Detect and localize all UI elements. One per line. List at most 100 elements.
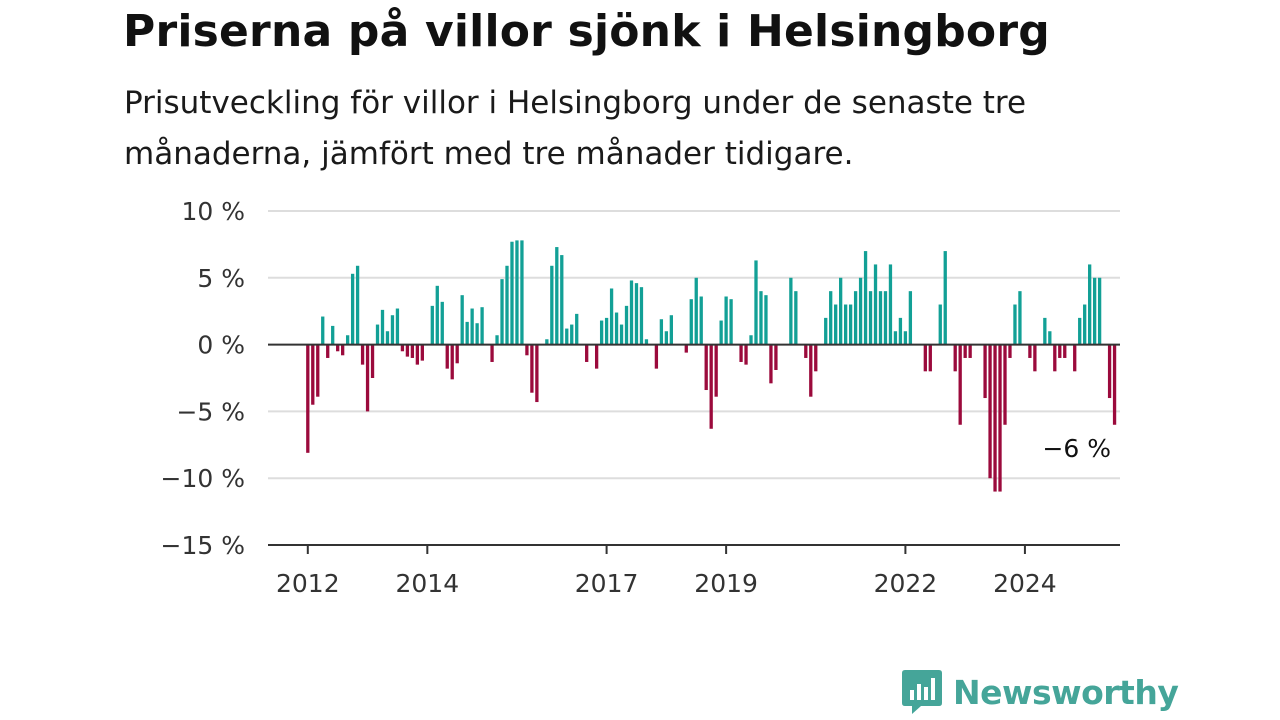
axes <box>268 343 1120 554</box>
chart-subtitle: Prisutveckling för villor i Helsingborg … <box>124 85 1027 172</box>
bar <box>863 251 868 345</box>
bar-chart-speech-bubble-icon <box>902 670 942 714</box>
bar <box>465 321 469 345</box>
x-tick-label: 2024 <box>993 569 1057 598</box>
bar <box>500 279 504 345</box>
bar <box>345 335 350 345</box>
bar <box>545 339 549 345</box>
bar <box>395 308 400 345</box>
bar <box>565 328 569 345</box>
bar <box>336 344 340 352</box>
bar <box>430 305 434 345</box>
bar <box>938 304 942 345</box>
bar <box>634 283 639 345</box>
bar <box>505 265 509 345</box>
bar <box>903 331 908 345</box>
bar <box>774 344 778 370</box>
bar <box>1107 344 1112 399</box>
x-axis-tick-labels: 2012 2014 2017 2019 2022 2024 <box>276 569 1057 598</box>
bar <box>355 265 360 345</box>
bar <box>1063 344 1067 358</box>
bar <box>789 277 793 345</box>
bar <box>525 344 529 356</box>
bar <box>983 344 987 399</box>
bar <box>1073 344 1077 372</box>
bar <box>445 344 449 369</box>
grid-lines <box>268 210 1120 480</box>
y-tick-label: −15 % <box>161 531 245 560</box>
bar <box>809 344 813 397</box>
bar <box>360 344 365 365</box>
bar <box>1003 344 1007 425</box>
bar <box>350 273 355 345</box>
bar <box>754 260 758 345</box>
bar <box>1078 317 1082 345</box>
newsworthy-logo: Newsworthy <box>901 668 1179 716</box>
x-tick-label: 2017 <box>575 569 639 598</box>
bar <box>664 331 669 345</box>
bar <box>704 344 708 391</box>
bar <box>1043 317 1047 345</box>
bar <box>594 344 599 369</box>
bar <box>729 299 733 345</box>
bar <box>321 316 325 345</box>
bar <box>759 291 763 345</box>
bar <box>609 288 614 345</box>
bar <box>435 285 439 345</box>
bar <box>604 317 609 345</box>
bar <box>709 344 713 429</box>
annotation-label: −6 % <box>1042 434 1111 463</box>
bar <box>629 280 634 345</box>
bar <box>311 344 315 405</box>
bar <box>490 344 494 362</box>
bar <box>365 344 370 412</box>
bar <box>520 240 524 345</box>
bar <box>1013 304 1017 345</box>
bar <box>575 313 579 345</box>
bar <box>843 304 848 345</box>
bar <box>1083 304 1087 345</box>
bar <box>908 291 913 345</box>
bar <box>804 344 808 358</box>
bar <box>1112 344 1117 425</box>
bar <box>550 265 554 345</box>
bar <box>958 344 962 425</box>
bar <box>739 344 743 362</box>
bar <box>699 296 703 345</box>
bar <box>515 240 519 345</box>
bar-chart: 10 %5 %0 %−5 %−10 %−15 % 2012 2014 2017 201… <box>161 197 1120 598</box>
y-tick-label: 5 % <box>197 264 245 293</box>
bar <box>639 287 644 345</box>
bar <box>858 277 863 345</box>
x-tick-label: 2019 <box>694 569 758 598</box>
bar <box>669 315 673 345</box>
bar <box>400 344 405 352</box>
bar <box>306 344 310 453</box>
bar <box>719 320 723 345</box>
bar <box>814 344 818 372</box>
bar <box>450 344 454 380</box>
bar <box>923 344 927 372</box>
bar <box>535 344 539 403</box>
bar <box>898 317 903 345</box>
bar <box>824 317 828 345</box>
bar <box>853 291 858 345</box>
bar <box>769 344 773 384</box>
bar <box>1033 344 1037 372</box>
bar <box>794 291 798 345</box>
bar <box>341 344 345 356</box>
bar <box>1088 264 1092 345</box>
x-tick-label: 2014 <box>396 569 460 598</box>
y-tick-label: −10 % <box>161 464 245 493</box>
bar <box>943 251 947 345</box>
bar <box>510 241 514 345</box>
bar <box>684 344 688 353</box>
y-tick-label: 10 % <box>181 197 245 226</box>
bar <box>998 344 1002 492</box>
bar <box>883 291 888 345</box>
bar <box>614 312 619 345</box>
bar <box>555 247 559 345</box>
bar <box>470 308 474 345</box>
bar <box>370 344 375 378</box>
bar <box>689 299 693 345</box>
